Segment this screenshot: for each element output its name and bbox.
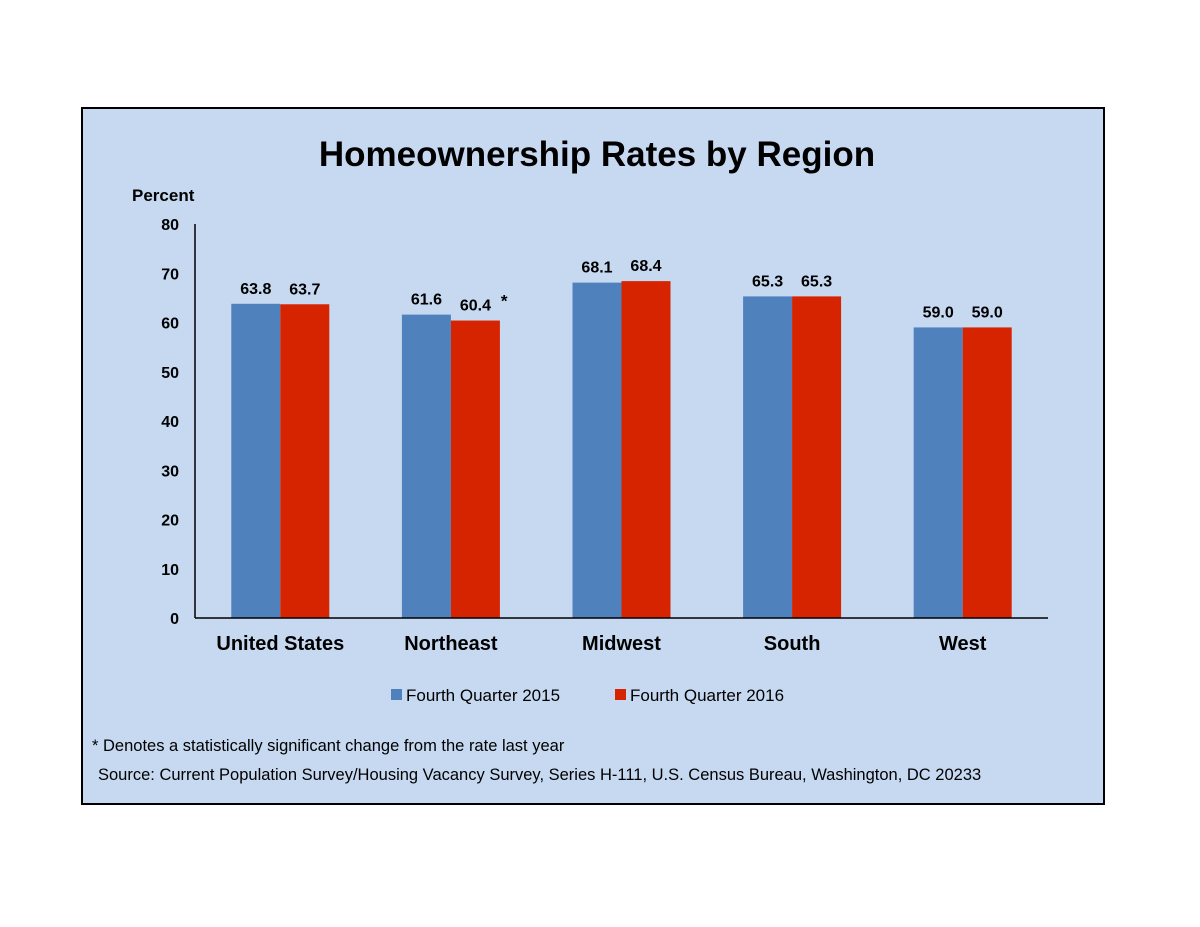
bar <box>913 327 963 618</box>
bar-value-label: 61.6 <box>411 292 442 309</box>
legend-label: Fourth Quarter 2015 <box>406 686 560 705</box>
y-tick-label: 60 <box>161 316 179 333</box>
bar-value-label: 68.1 <box>581 260 612 277</box>
chart-title: Homeownership Rates by Region <box>319 135 875 174</box>
bar-value-label: 60.4 <box>460 298 491 315</box>
y-tick-label: 40 <box>161 414 179 431</box>
y-axis-label: Percent <box>132 186 195 205</box>
y-tick-label: 30 <box>161 463 179 480</box>
bar <box>231 303 281 618</box>
bar-value-label: 59.0 <box>923 304 954 321</box>
y-axis: 0 10 20 30 40 50 60 70 80 <box>161 217 179 628</box>
y-tick-label: 10 <box>161 562 179 579</box>
legend-label: Fourth Quarter 2016 <box>630 686 784 705</box>
bar-labels: 63.8 63.7 61.6 60.4 68.1 68.4 65.3 65.3 59.0 59.0… <box>240 258 1003 321</box>
bar <box>450 320 500 618</box>
bar <box>792 296 842 618</box>
bar <box>572 282 622 618</box>
bar-value-label: 65.3 <box>752 273 783 290</box>
bars <box>231 281 1012 618</box>
bar-value-label: 68.4 <box>630 258 661 275</box>
bar <box>621 281 671 618</box>
bar-value-label: 59.0 <box>972 304 1003 321</box>
bar <box>743 296 793 618</box>
x-tick-label: Midwest <box>582 633 661 655</box>
bar-value-label: 65.3 <box>801 273 832 290</box>
y-tick-label: 80 <box>161 217 179 234</box>
footnote: * Denotes a statistically significant ch… <box>92 737 565 755</box>
significance-asterisk: * <box>501 292 508 311</box>
x-axis: United States Northeast Midwest South West <box>216 633 986 655</box>
legend-swatch <box>391 689 402 700</box>
x-tick-label: Northeast <box>404 633 498 655</box>
y-tick-label: 50 <box>161 365 179 382</box>
x-tick-label: South <box>764 633 821 655</box>
y-tick-label: 0 <box>170 611 179 628</box>
legend-swatch <box>615 689 626 700</box>
bar <box>962 327 1012 618</box>
x-tick-label: West <box>939 633 987 655</box>
bar-value-label: 63.8 <box>240 281 271 298</box>
legend: Fourth Quarter 2015 Fourth Quarter 2016 <box>391 686 784 705</box>
bar <box>401 314 451 618</box>
y-tick-label: 70 <box>161 266 179 283</box>
bar-value-label: 63.7 <box>289 281 320 298</box>
y-tick-label: 20 <box>161 513 179 530</box>
bar <box>280 304 330 618</box>
x-tick-label: United States <box>216 633 344 655</box>
source-note: Source: Current Population Survey/Housin… <box>98 766 981 784</box>
